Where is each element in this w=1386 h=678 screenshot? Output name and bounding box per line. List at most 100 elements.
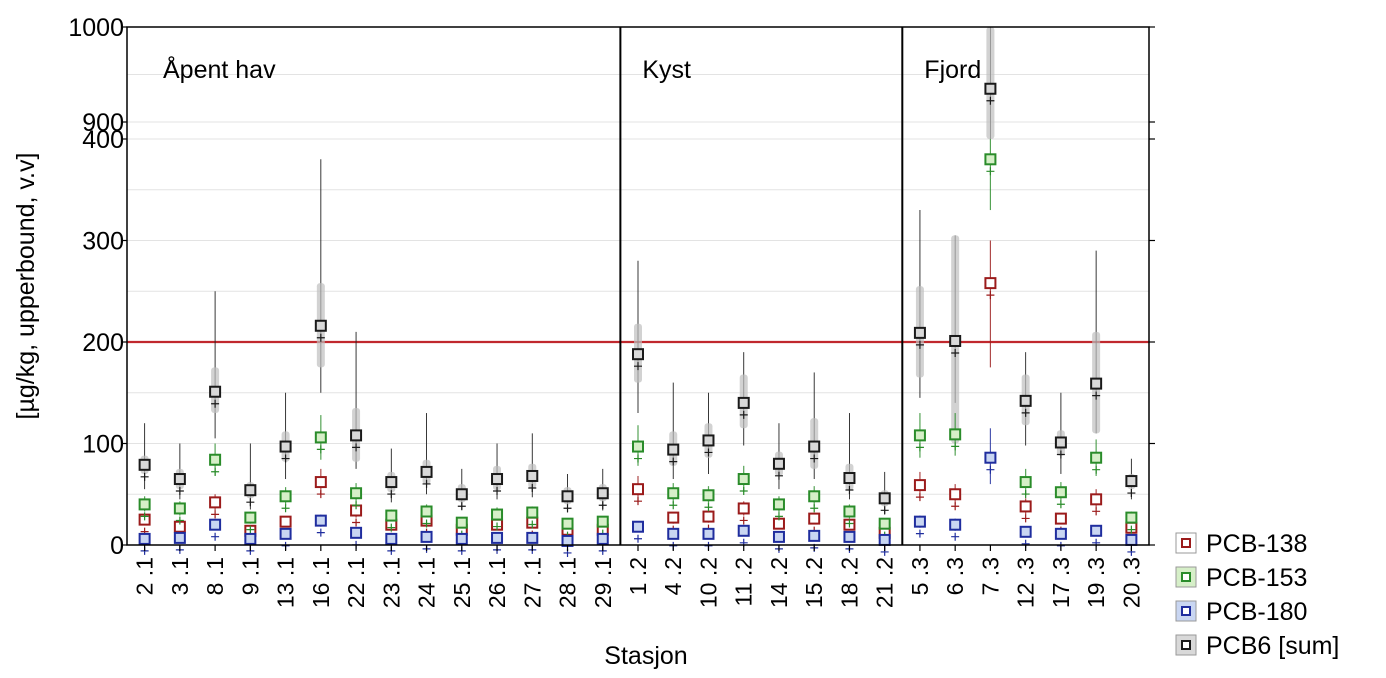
data-point bbox=[913, 515, 926, 528]
data-point bbox=[561, 490, 574, 503]
data-point bbox=[1090, 493, 1103, 506]
data-point bbox=[632, 348, 644, 361]
mean-marker bbox=[140, 512, 149, 521]
data-point bbox=[209, 453, 222, 466]
mean-marker bbox=[1021, 514, 1030, 523]
mean-marker bbox=[528, 520, 537, 529]
x-tick-label: 26 .1 bbox=[484, 557, 510, 608]
data-point bbox=[878, 492, 891, 505]
mean-marker bbox=[1092, 465, 1101, 474]
x-tick-label: 14 .2 bbox=[766, 557, 792, 608]
mean-marker bbox=[951, 442, 960, 451]
data-point bbox=[878, 533, 891, 546]
mean-marker bbox=[704, 448, 713, 457]
mean-marker bbox=[281, 504, 290, 513]
data-point bbox=[667, 443, 680, 456]
x-tick-label: 2 .1 bbox=[132, 557, 158, 595]
data-point bbox=[1019, 394, 1032, 407]
mean-marker bbox=[915, 493, 924, 502]
data-point bbox=[596, 532, 609, 545]
x-tick-label: 28 .1 bbox=[555, 557, 581, 608]
legend-label: PCB-180 bbox=[1206, 598, 1307, 626]
data-point bbox=[385, 509, 398, 522]
region-dividers: Åpent hav Kyst Fjord bbox=[163, 27, 981, 545]
data-point bbox=[314, 431, 327, 444]
mean-marker bbox=[739, 516, 748, 525]
data-point bbox=[632, 520, 644, 533]
data-point bbox=[526, 469, 539, 482]
x-tick-label: 1 .2 bbox=[625, 557, 651, 595]
data-point bbox=[737, 396, 750, 409]
mean-marker bbox=[739, 487, 748, 496]
data-point bbox=[385, 476, 398, 489]
data-point bbox=[455, 532, 468, 545]
y-tick-label: 100 bbox=[82, 431, 124, 459]
data-point bbox=[772, 457, 785, 470]
data-point bbox=[491, 531, 504, 544]
data-point bbox=[1125, 475, 1138, 488]
mean-marker bbox=[457, 502, 466, 511]
data-point bbox=[843, 530, 856, 543]
x-tick-label: 10 .2 bbox=[695, 557, 721, 608]
data-point bbox=[314, 476, 327, 489]
data-point bbox=[702, 527, 715, 540]
data-point bbox=[1054, 527, 1067, 540]
data-point bbox=[843, 472, 856, 485]
x-tick-label: 29 .1 bbox=[590, 557, 616, 608]
mean-marker bbox=[634, 534, 642, 543]
data-point bbox=[138, 498, 151, 511]
data-point bbox=[561, 517, 574, 530]
data-point bbox=[984, 82, 997, 95]
mean-marker bbox=[986, 96, 995, 105]
data-point bbox=[1019, 476, 1032, 489]
data-point bbox=[279, 527, 292, 540]
y-axis-title: [µg/kg, upperbound, v.v] bbox=[12, 153, 40, 420]
x-tick-label: 3 .1 bbox=[167, 557, 193, 595]
mean-marker bbox=[915, 340, 924, 349]
y-tick-label: 200 bbox=[82, 329, 124, 357]
data-point bbox=[1125, 533, 1138, 546]
mean-marker bbox=[810, 504, 819, 513]
data-point bbox=[350, 487, 363, 500]
x-tick-label: 18 .2 bbox=[836, 557, 862, 608]
data-point bbox=[949, 488, 962, 501]
data-point bbox=[350, 429, 363, 442]
x-tick-label: 8 .1 bbox=[202, 557, 228, 595]
mean-marker bbox=[563, 504, 572, 513]
data-point bbox=[1019, 500, 1032, 513]
data-point bbox=[279, 490, 292, 503]
data-point bbox=[526, 531, 539, 544]
data-point bbox=[385, 532, 398, 545]
mean-marker bbox=[598, 501, 607, 510]
x-tick-label: 4 .2 bbox=[660, 557, 686, 595]
mean-marker bbox=[422, 519, 431, 528]
mean-marker bbox=[140, 472, 149, 481]
mean-marker bbox=[774, 512, 783, 521]
mean-marker bbox=[1021, 408, 1030, 417]
data-point bbox=[491, 508, 504, 521]
x-tick-label: 7 .3 bbox=[977, 557, 1003, 595]
data-point bbox=[244, 511, 257, 524]
data-point bbox=[1090, 524, 1103, 537]
mean-marker bbox=[316, 528, 325, 537]
data-point bbox=[949, 428, 962, 441]
data-point bbox=[984, 153, 997, 166]
mean-marker bbox=[669, 457, 678, 466]
data-point bbox=[984, 451, 997, 464]
data-point bbox=[667, 487, 680, 500]
mean-marker bbox=[316, 490, 325, 499]
mean-marker bbox=[281, 454, 290, 463]
legend-marker bbox=[1181, 606, 1191, 616]
x-tick-label: 13 .1 bbox=[273, 557, 299, 608]
mean-marker bbox=[915, 529, 924, 538]
data-point bbox=[1090, 377, 1103, 390]
legend-label: PCB-153 bbox=[1206, 564, 1307, 592]
mean-marker bbox=[493, 487, 502, 496]
data-point bbox=[420, 530, 433, 543]
legend-label: PCB6 [sum] bbox=[1206, 632, 1339, 660]
data-point bbox=[596, 515, 609, 528]
data-point bbox=[632, 483, 644, 496]
data-point bbox=[1090, 451, 1103, 464]
